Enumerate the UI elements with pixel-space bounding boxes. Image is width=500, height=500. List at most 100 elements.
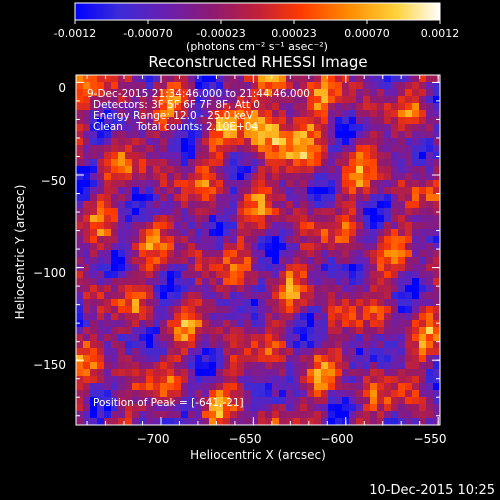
heatmap-cell	[286, 96, 293, 103]
y-tick-label: −150	[33, 358, 66, 372]
heatmap-cell	[111, 397, 118, 404]
heatmap-cell	[125, 96, 132, 103]
heatmap-cell	[398, 243, 405, 250]
heatmap-cell	[286, 320, 293, 327]
heatmap-cell	[125, 208, 132, 215]
heatmap-cell	[90, 334, 97, 341]
heatmap-cell	[321, 138, 328, 145]
heatmap-cell	[188, 383, 195, 390]
heatmap-cell	[174, 243, 181, 250]
heatmap-cell	[195, 292, 202, 299]
heatmap-cell	[258, 194, 265, 201]
heatmap-cell	[153, 348, 160, 355]
heatmap-cell	[377, 117, 384, 124]
heatmap-cell	[398, 82, 405, 89]
heatmap-cell	[426, 124, 433, 131]
heatmap-cell	[272, 271, 279, 278]
heatmap-cell	[370, 320, 377, 327]
heatmap-cell	[118, 173, 125, 180]
heatmap-cell	[286, 390, 293, 397]
heatmap-cell	[314, 222, 321, 229]
heatmap-cell	[111, 187, 118, 194]
heatmap-cell	[244, 327, 251, 334]
heatmap-cell	[377, 334, 384, 341]
heatmap-cell	[419, 313, 426, 320]
heatmap-cell	[237, 194, 244, 201]
heatmap-cell	[237, 320, 244, 327]
heatmap-cell	[223, 243, 230, 250]
heatmap-cell	[293, 215, 300, 222]
heatmap-cell	[118, 166, 125, 173]
heatmap-cell	[391, 257, 398, 264]
heatmap-cell	[83, 75, 90, 82]
heatmap-cell	[426, 89, 433, 96]
heatmap-cell	[76, 390, 83, 397]
heatmap-cell	[230, 103, 237, 110]
heatmap-cell	[209, 278, 216, 285]
heatmap-cell	[370, 131, 377, 138]
heatmap-cell	[139, 313, 146, 320]
heatmap-cell	[118, 75, 125, 82]
heatmap-cell	[398, 404, 405, 411]
heatmap-cell	[321, 159, 328, 166]
heatmap-cell	[356, 124, 363, 131]
heatmap-cell	[293, 397, 300, 404]
heatmap-cell	[335, 166, 342, 173]
heatmap-cell	[426, 397, 433, 404]
heatmap-cell	[335, 292, 342, 299]
heatmap-cell	[146, 369, 153, 376]
x-tick-label: −700	[137, 432, 170, 446]
heatmap-cell	[202, 383, 209, 390]
heatmap-cell	[405, 278, 412, 285]
heatmap-cell	[321, 243, 328, 250]
heatmap-cell	[370, 306, 377, 313]
heatmap-cell	[174, 187, 181, 194]
heatmap-cell	[76, 404, 83, 411]
y-axis-label: Heliocentric Y (arcsec)	[13, 185, 27, 320]
heatmap-cell	[307, 418, 314, 425]
heatmap-cell	[272, 145, 279, 152]
heatmap-cell	[125, 299, 132, 306]
heatmap-cell	[349, 110, 356, 117]
heatmap-cell	[405, 173, 412, 180]
heatmap-cell	[216, 278, 223, 285]
heatmap-cell	[181, 75, 188, 82]
heatmap-cell	[384, 215, 391, 222]
heatmap-cell	[202, 397, 209, 404]
heatmap-cell	[377, 103, 384, 110]
heatmap-cell	[83, 390, 90, 397]
heatmap-cell	[363, 348, 370, 355]
heatmap-cell	[426, 187, 433, 194]
heatmap-cell	[181, 138, 188, 145]
heatmap-cell	[349, 131, 356, 138]
heatmap-cell	[328, 229, 335, 236]
heatmap-cell	[216, 208, 223, 215]
heatmap-cell	[195, 264, 202, 271]
heatmap-cell	[209, 271, 216, 278]
heatmap-cell	[307, 369, 314, 376]
heatmap-cell	[230, 166, 237, 173]
heatmap-cell	[209, 292, 216, 299]
heatmap-cell	[146, 96, 153, 103]
heatmap-cell	[335, 411, 342, 418]
heatmap-cell	[314, 355, 321, 362]
heatmap-cell	[272, 292, 279, 299]
heatmap-cell	[160, 103, 167, 110]
heatmap-cell	[90, 341, 97, 348]
heatmap-cell	[405, 264, 412, 271]
heatmap-cell	[230, 383, 237, 390]
heatmap-cell	[370, 201, 377, 208]
heatmap-cell	[398, 180, 405, 187]
heatmap-cell	[258, 292, 265, 299]
heatmap-cell	[405, 131, 412, 138]
heatmap-cell	[433, 131, 440, 138]
heatmap-cell	[426, 362, 433, 369]
heatmap-cell	[90, 278, 97, 285]
heatmap-cell	[412, 152, 419, 159]
heatmap-cell	[384, 194, 391, 201]
heatmap-cell	[307, 208, 314, 215]
heatmap-cell	[132, 110, 139, 117]
heatmap-cell	[181, 264, 188, 271]
heatmap-cell	[251, 306, 258, 313]
heatmap-cell	[174, 278, 181, 285]
